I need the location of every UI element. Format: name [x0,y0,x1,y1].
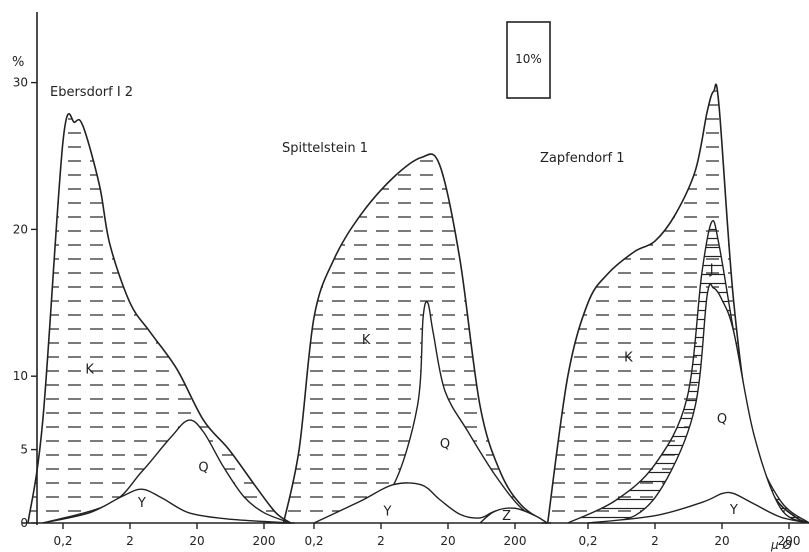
x-tick-label: 2 [651,534,659,548]
area-label-k: K [362,333,371,348]
x-tick-label: 0,2 [578,534,597,548]
area-label-j: J [709,262,714,277]
x-tick-label: 2 [126,534,134,548]
area-fill-y [42,489,291,523]
area-fill-q [588,284,809,523]
area-fill-q [314,301,547,523]
area-fill-k [28,113,291,523]
curve-q [587,283,809,524]
x-tick-label: 200 [253,534,276,548]
x-tick-label: 20 [714,534,729,548]
y-axis-unit: % [12,55,24,70]
area-label-z: Z [502,509,511,524]
x-tick-label: 200 [778,534,801,548]
x-tick-label: 20 [440,534,455,548]
scale-box-label: 10% [515,52,542,66]
area-label-q: Q [198,461,208,476]
x-tick-label: 0,2 [53,534,72,548]
curve-y [587,491,809,524]
panel-title-zapfendorf: Zapfendorf 1 [540,151,624,166]
x-tick-label: 200 [504,534,527,548]
x-axis-unit: μ Ø [770,538,792,552]
curve-y [42,488,291,524]
area-label-q: Q [717,412,727,427]
x-tick-label: 0,2 [304,534,323,548]
area-label-k: K [624,351,633,366]
curve-k [27,113,292,524]
area-fill-q [42,420,291,523]
curve-q [42,419,291,524]
x-tick-label: 2 [377,534,385,548]
x-tick-label: 20 [189,534,204,548]
curve-k [282,153,548,524]
y-tick-label: 20 [13,222,28,236]
y-tick-label: 5 [20,443,28,457]
panel-ebersdorf: Ebersdorf I 2 0,2 2 20 200 K Q Y [21,85,295,548]
scale-box [506,21,551,99]
area-label-q: Q [440,437,450,452]
area-label-y: Y [137,496,146,511]
panel-title-spittelstein: Spittelstein 1 [282,141,368,156]
panel-spittelstein: Spittelstein 1 0,2 2 20 200 K Q Y Z [277,141,551,548]
panel-zapfendorf: Zapfendorf 1 0,2 2 20 200 K J Q Y [540,83,809,548]
area-fill-k [283,153,547,523]
curve-z [479,507,548,524]
area-label-k: K [85,362,94,377]
y-tick-label: 10 [13,369,28,383]
y-tick-label: 30 [13,76,28,90]
area-fill-y [314,482,547,523]
area-fill-y [588,492,809,523]
area-fill-z [480,508,547,523]
area-label-y: Y [383,505,392,520]
panel-title-ebersdorf: Ebersdorf I 2 [50,85,133,100]
area-label-y: Y [729,503,738,518]
